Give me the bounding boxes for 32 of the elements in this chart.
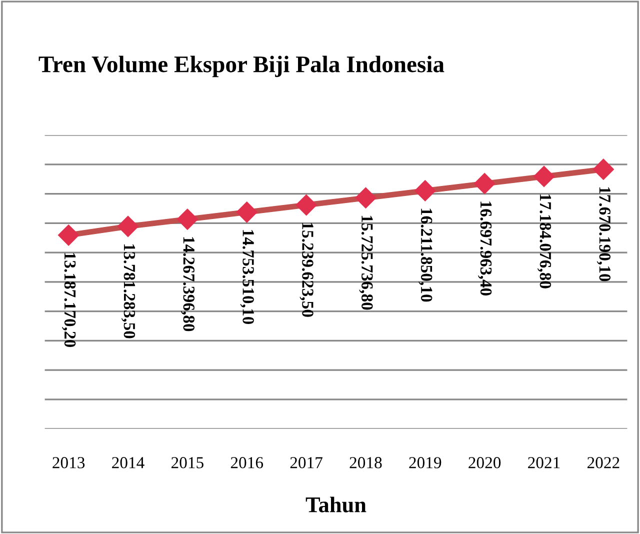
data-label: 17.670.190,10: [596, 187, 611, 282]
data-label: 15.725.736,80: [359, 216, 373, 310]
data-label: 15.239.623,50: [300, 223, 314, 317]
point: [533, 166, 555, 187]
x-tick-label: 2019: [409, 457, 442, 468]
x-tick-label: 2017: [290, 457, 322, 468]
x-axis-title: Tahun: [306, 496, 366, 512]
chart-title: Tren Volume Ekspor Biji Pala Indonesia: [38, 56, 444, 78]
x-tick-label: 2014: [112, 457, 144, 468]
x-tick-label: 2022: [587, 457, 620, 468]
x-tick-label: 2018: [350, 457, 382, 468]
x-tick-label: 2015: [171, 457, 204, 468]
data-label: 13.187.170,20: [62, 253, 76, 348]
data-label: 17.184.076,80: [537, 194, 552, 288]
point: [176, 208, 198, 230]
x-tick-label: 2016: [230, 457, 264, 468]
x-tick-label: 2021: [528, 457, 560, 468]
point: [117, 216, 139, 237]
point: [414, 180, 436, 202]
x-tick-label: 2013: [52, 457, 85, 468]
point: [592, 158, 614, 180]
data-label: 14.267.396,80: [180, 237, 195, 332]
point: [296, 194, 317, 216]
point: [355, 187, 376, 208]
data-label: 16.697.963,40: [478, 202, 492, 296]
point: [58, 224, 80, 246]
data-label: 13.781.283,50: [121, 244, 136, 338]
x-tick-label: 2020: [468, 457, 501, 468]
data-label: 14.753.510,10: [240, 230, 254, 324]
point: [236, 202, 258, 223]
point: [474, 173, 496, 194]
data-label: 16.211.850,10: [418, 208, 432, 302]
